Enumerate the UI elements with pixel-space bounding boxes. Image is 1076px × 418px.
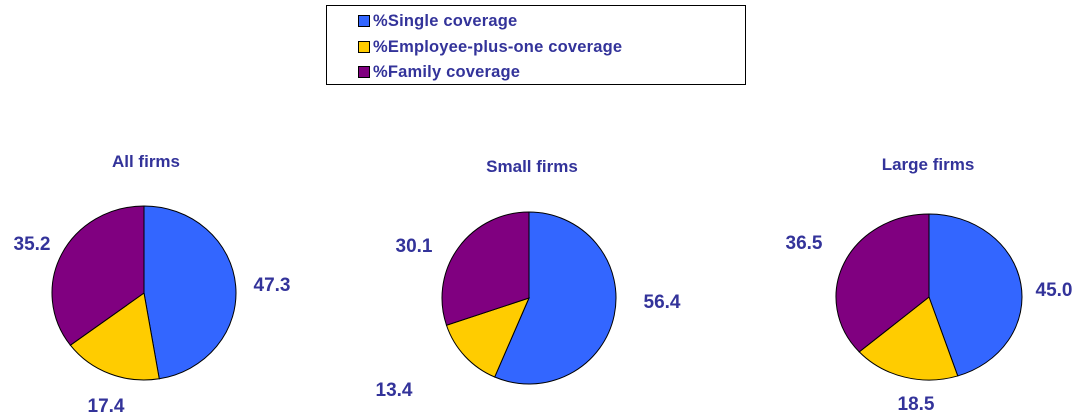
pie-title-large-firms: Large firms [882,155,975,174]
pie-all-firms: All firms 47.3 17.4 35.2 [14,152,291,417]
pie-title-small-firms: Small firms [486,157,578,176]
pie-slice-all-firms-single [143,205,237,380]
legend-swatch-family [358,66,370,78]
data-label-all-firms-single: 47.3 [254,275,291,296]
pie-slice-all-firms-employee-plus-one [69,292,160,381]
pie-slice-small-firms-single [494,211,617,385]
pie-slice-large-firms-employee-plus-one [858,296,959,381]
legend-item-single: %Single coverage [358,10,517,32]
legend-item-family: %Family coverage [358,61,520,83]
legend-label-single: %Single coverage [373,11,518,30]
pie-slice-large-firms-family [835,213,930,353]
pie-slice-small-firms-family [441,211,530,326]
data-label-small-firms-single: 56.4 [644,292,681,313]
pie-slice-large-firms-single [928,213,1023,377]
pie-large-firms: Large firms 45.0 18.5 36.5 [786,155,1073,415]
data-label-all-firms-family: 35.2 [14,234,51,255]
legend-swatch-single [358,15,370,27]
legend-item-employee-plus-one: %Employee-plus-one coverage [358,36,622,58]
data-label-small-firms-family: 30.1 [396,236,433,257]
pie-slice-small-firms-employee-plus-one [445,297,530,378]
data-label-large-firms-single: 45.0 [1036,280,1073,301]
data-label-all-firms-employee-plus-one: 17.4 [88,396,125,417]
pie-small-firms: Small firms 56.4 13.4 30.1 [376,157,681,401]
data-label-large-firms-employee-plus-one: 18.5 [898,394,935,415]
data-label-small-firms-employee-plus-one: 13.4 [376,380,413,401]
legend-label-family: %Family coverage [373,62,521,81]
legend-swatch-employee-plus-one [358,41,370,53]
pie-title-all-firms: All firms [112,152,180,171]
pie-slice-all-firms-family [51,205,145,346]
legend: %Single coverage %Employee-plus-one cove… [326,5,746,85]
data-label-large-firms-family: 36.5 [786,233,823,254]
legend-label-employee-plus-one: %Employee-plus-one coverage [373,37,623,56]
